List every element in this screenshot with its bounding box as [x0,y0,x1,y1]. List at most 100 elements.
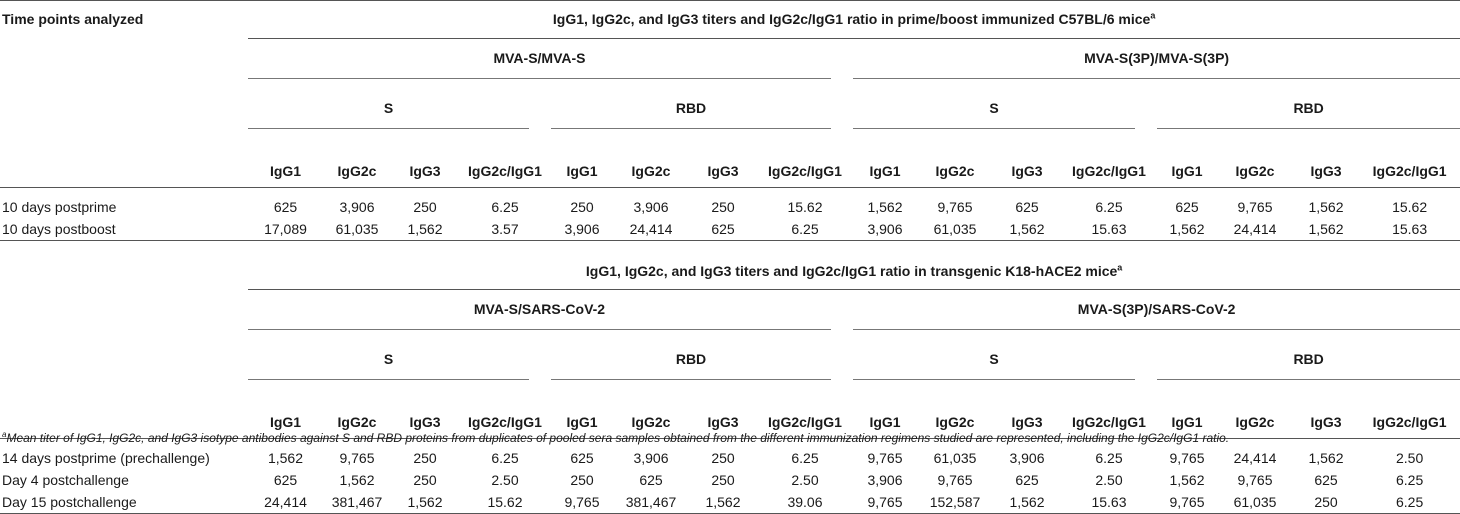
col-header: IgG1 [869,163,901,179]
table-cell: 15.63 [1091,494,1127,510]
table-cell: 6.25 [1395,472,1424,488]
table-cell: 1,562 [1308,450,1344,466]
table-cell: 6.25 [491,199,519,215]
table-cell: 24,414 [264,494,307,510]
table-cell: 6.25 [491,450,519,466]
col-header: IgG2c/IgG1 [1372,163,1447,179]
table-cell: 9,765 [937,472,973,488]
panel2-antigen-1: S [248,340,551,390]
col-header: IgG2c [1235,414,1275,430]
panel2-antigen-4: RBD [1157,340,1460,390]
panel1-antigen-2: RBD [551,89,853,139]
row-label: Day 15 postchallenge [2,494,137,510]
corner-label: Time points analyzed [2,11,144,28]
table-cell: 15.63 [1392,221,1428,237]
table-cell: 15.63 [1091,221,1127,237]
panel1-title: IgG1, IgG2c, and IgG3 titers and IgG2c/I… [248,0,1460,39]
table-cell: 9,765 [1237,472,1273,488]
table-cell: 24,414 [629,221,673,237]
panel2-title: IgG1, IgG2c, and IgG3 titers and IgG2c/I… [248,240,1460,290]
col-header: IgG3 [1011,163,1043,179]
table-cell: 381,467 [331,494,383,510]
col-header: IgG2c/IgG1 [468,414,542,430]
table-cell: 1,562 [1009,221,1045,237]
table-cell: 6.25 [1095,199,1123,215]
table-cell: 1,562 [407,494,443,510]
table-cell: 1,562 [1308,221,1344,237]
table-cell: 3,906 [867,221,903,237]
table-cell: 39.06 [787,494,823,510]
table-cell: 3,906 [867,472,903,488]
table-cell: 2.50 [1095,472,1123,488]
table-cell: 9,765 [1169,494,1205,510]
table-cell: 1,562 [1169,221,1205,237]
col-header: IgG3 [707,414,739,430]
top-rule [0,0,1460,1]
table-cell: 625 [1015,472,1039,488]
table-cell: 3,906 [564,221,600,237]
col-header: IgG2c [1235,163,1275,179]
col-header: IgG2c/IgG1 [1072,163,1146,179]
table-cell: 250 [570,199,594,215]
table-cell: 61,035 [335,221,379,237]
table-cell: 61,035 [933,221,977,237]
table-cell: 9,765 [867,450,903,466]
table-cell: 250 [711,199,735,215]
col-header: IgG2c [935,163,975,179]
table-cell: 1,562 [705,494,741,510]
table-cell: 6.25 [1395,494,1424,510]
table-cell: 9,765 [867,494,903,510]
row-label: Day 4 postchallenge [2,472,129,488]
table-cell: 1,562 [867,199,903,215]
table-cell: 17,089 [264,221,307,237]
col-header: IgG1 [566,414,598,430]
panel1-body: 10 days postprime 625 3,906 250 6.25 250 3,906… [0,196,1460,241]
table-cell: 250 [711,472,735,488]
table-cell: 9,765 [564,494,600,510]
table-cell: 625 [711,221,735,237]
col-header: IgG1 [269,414,302,430]
col-header: IgG1 [269,163,302,179]
table-cell: 9,765 [1169,450,1205,466]
table-cell: 9,765 [1237,199,1273,215]
col-header: IgG2c/IgG1 [768,414,842,430]
table-row: 10 days postboost 17,089 61,035 1,562 3.57 3,… [0,218,1460,241]
panel1-group-1: MVA-S/MVA-S [248,39,853,90]
table-cell: 2.50 [491,472,519,488]
col-header: IgG3 [1310,163,1342,179]
col-header: IgG2c [337,414,377,430]
panel1-antigen-4: RBD [1157,89,1460,139]
col-header: IgG3 [409,163,441,179]
col-header: IgG1 [1171,414,1203,430]
table-cell: 61,035 [1233,494,1277,510]
col-header: IgG3 [1011,414,1043,430]
panel1-antigen-3: S [853,89,1157,139]
table-row: 14 days postprime (prechallenge) 1,562 9,7… [0,447,1460,469]
table-cell: 6.25 [791,450,819,466]
table-cell: 152,587 [929,494,981,510]
col-header: IgG2c [935,414,975,430]
table-cell: 625 [273,199,298,215]
table-cell: 381,467 [625,494,677,510]
table-cell: 6.25 [1095,450,1123,466]
table-cell: 61,035 [933,450,977,466]
table-cell: 15.62 [1392,199,1428,215]
panel2-group-2: MVA-S(3P)/SARS-CoV-2 [853,290,1460,341]
table-cell: 1,562 [1009,494,1045,510]
col-header: IgG3 [707,163,739,179]
row-label: 10 days postprime [2,199,117,215]
panel1-group-2: MVA-S(3P)/MVA-S(3P) [853,39,1460,90]
table-cell: 250 [413,450,437,466]
col-header: IgG2c [631,163,671,179]
panel1-antigen-1: S [248,89,551,139]
table-cell: 24,414 [1233,450,1277,466]
col-header: IgG2c/IgG1 [468,163,542,179]
table-cell: 625 [570,450,594,466]
table-cell: 625 [1175,199,1199,215]
table-cell: 1,562 [339,472,375,488]
table-footnote: aMean titer of IgG1, IgG2c, and IgG3 iso… [2,430,1230,446]
col-header: IgG1 [566,163,598,179]
table-cell: 3,906 [633,199,669,215]
table-cell: 24,414 [1233,221,1277,237]
